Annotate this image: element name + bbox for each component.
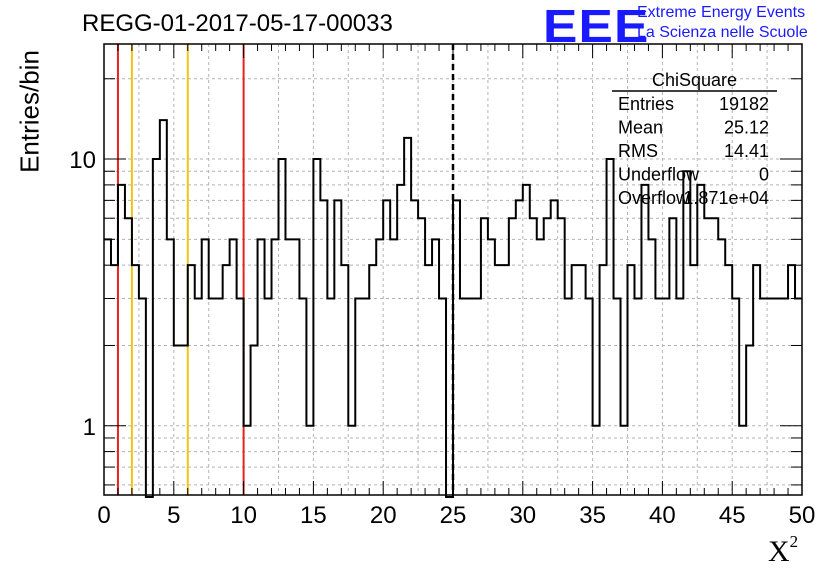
x-tick-label: 10	[230, 502, 257, 529]
stats-title: ChiSquare	[652, 70, 737, 90]
x-tick-label: 20	[370, 502, 397, 529]
marker-lines	[116, 44, 455, 495]
logo-caption-2: La Scienza nelle Scuole	[637, 24, 808, 41]
x-tick-label: 40	[649, 502, 676, 529]
x-tick-label: 5	[167, 502, 180, 529]
axis-ticks: 0 5 10 15 20 25 30 35 40 45 50 1 10	[69, 44, 815, 529]
stats-value: 1.871e+04	[683, 188, 769, 208]
x-axis-label: X2	[768, 532, 799, 568]
x-tick-label: 45	[719, 502, 746, 529]
page-title: REGG-01-2017-05-17-00033	[82, 10, 393, 37]
stats-label: Overflow	[618, 188, 690, 208]
stats-value: 19182	[719, 94, 769, 114]
x-tick-label: 50	[789, 502, 816, 529]
stats-value: 25.12	[724, 118, 769, 138]
stats-value: 0	[759, 165, 769, 185]
stats-box: ChiSquare Entries 19182 Mean 25.12 RMS 14.41 Un…	[612, 70, 777, 208]
x-tick-label: 15	[300, 502, 327, 529]
histogram-line	[104, 119, 802, 498]
stats-label: Underflow	[618, 165, 700, 185]
y-tick-label: 10	[69, 147, 96, 174]
stats-label: Mean	[618, 118, 663, 138]
histogram-series	[104, 119, 802, 498]
logo-caption-1: Extreme Energy Events	[637, 4, 806, 21]
x-tick-label: 0	[97, 502, 110, 529]
stats-label: RMS	[618, 141, 658, 161]
x-tick-label: 35	[579, 502, 606, 529]
eee-logo: EEE	[543, 0, 650, 52]
y-tick-label: 1	[83, 414, 96, 441]
x-tick-label: 30	[509, 502, 536, 529]
stats-label: Entries	[618, 94, 674, 114]
x-tick-label: 25	[440, 502, 467, 529]
stats-value: 14.41	[724, 141, 769, 161]
